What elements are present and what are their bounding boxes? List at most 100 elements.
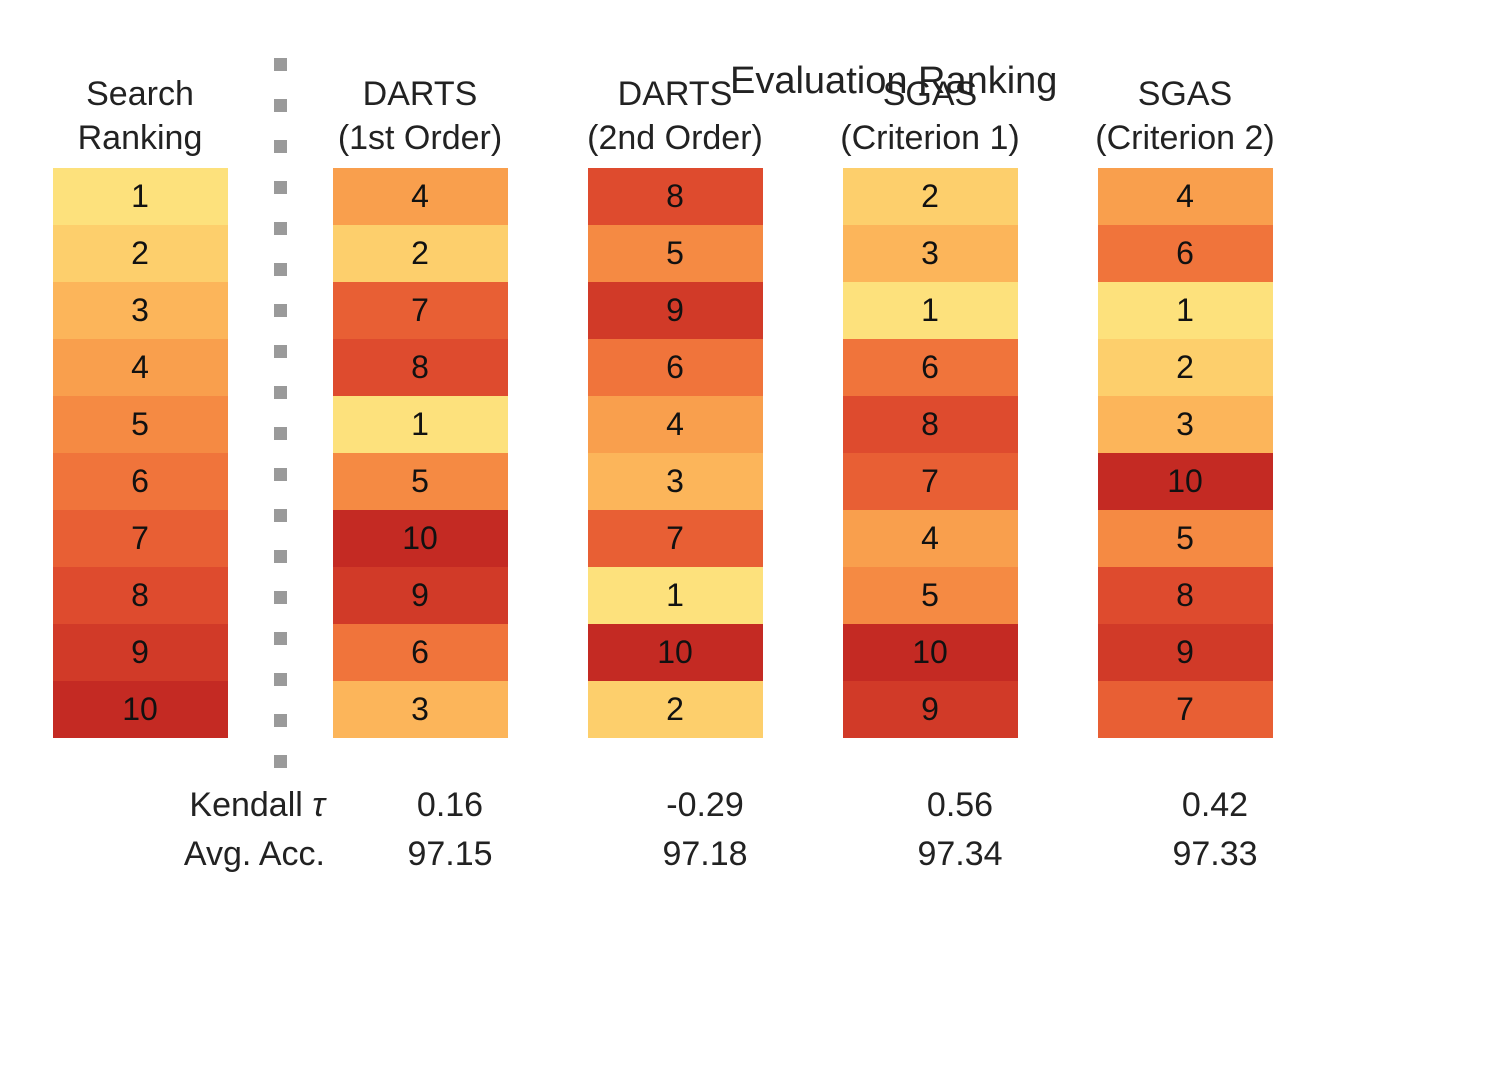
eval-rank-cell: 7 (333, 282, 508, 339)
eval-rank-cell: 1 (588, 567, 763, 624)
divider-dot (274, 140, 287, 153)
eval-rank-cell: 10 (843, 624, 1018, 681)
search-rank-cell: 4 (53, 339, 228, 396)
search-ranking-header: Search Ranking (78, 30, 203, 160)
eval-cells: 85964371102 (588, 168, 763, 738)
eval-rank-cell: 2 (843, 168, 1018, 225)
divider-dot (274, 222, 287, 235)
kendall-tau-value: 0.16 (335, 786, 565, 825)
eval-rank-cell: 5 (588, 225, 763, 282)
divider-dot (274, 181, 287, 194)
eval-rank-cell: 3 (588, 453, 763, 510)
eval-rank-cell: 7 (843, 453, 1018, 510)
eval-rank-cell: 5 (1098, 510, 1273, 567)
eval-header-line2: (2nd Order) (587, 116, 763, 160)
divider-dots (270, 30, 290, 768)
evaluation-columns-group: DARTS(1st Order)42781510963DARTS(2nd Ord… (320, 30, 1285, 738)
divider-dot (274, 509, 287, 522)
eval-rank-cell: 4 (843, 510, 1018, 567)
eval-rank-cell: 10 (333, 510, 508, 567)
eval-rank-cell: 4 (333, 168, 508, 225)
divider-dot (274, 58, 287, 71)
eval-header-line2: (Criterion 2) (1095, 116, 1274, 160)
search-ranking-column: Search Ranking 12345678910 (40, 30, 240, 738)
eval-rank-cell: 6 (843, 339, 1018, 396)
avg-acc-value: 97.15 (335, 835, 565, 874)
avg-acc-value: 97.18 (590, 835, 820, 874)
eval-column-header: SGAS(Criterion 2) (1095, 30, 1274, 160)
evaluation-ranking-title: Evaluation Ranking (730, 60, 1057, 103)
eval-header-line1: DARTS (618, 72, 733, 116)
search-rank-cell: 9 (53, 624, 228, 681)
search-rank-cell: 8 (53, 567, 228, 624)
eval-header-line2: (1st Order) (338, 116, 502, 160)
eval-rank-cell: 1 (843, 282, 1018, 339)
avg-acc-row: Avg. Acc. 97.15 97.18 97.34 97.33 (40, 835, 1462, 874)
kendall-label-text: Kendall (189, 786, 312, 824)
eval-rank-cell: 6 (588, 339, 763, 396)
search-rank-cell: 3 (53, 282, 228, 339)
eval-rank-cell: 2 (588, 681, 763, 738)
search-rank-cell: 2 (53, 225, 228, 282)
search-rank-cell: 5 (53, 396, 228, 453)
avg-acc-value: 97.33 (1100, 835, 1330, 874)
kendall-values: 0.16 -0.29 0.56 0.42 (335, 786, 1330, 825)
kendall-tau-row: Kendall τ 0.16 -0.29 0.56 0.42 (40, 786, 1462, 825)
eval-rank-cell: 7 (1098, 681, 1273, 738)
eval-column-3: SGAS(Criterion 2)46123105897 (1085, 30, 1285, 738)
search-rank-cell: 6 (53, 453, 228, 510)
eval-column-header: DARTS(1st Order) (338, 30, 502, 160)
divider-dot (274, 263, 287, 276)
eval-rank-cell: 8 (333, 339, 508, 396)
kendall-tau-value: 0.56 (845, 786, 1075, 825)
eval-rank-cell: 9 (333, 567, 508, 624)
eval-rank-cell: 6 (333, 624, 508, 681)
eval-rank-cell: 5 (843, 567, 1018, 624)
kendall-tau-value: -0.29 (590, 786, 820, 825)
search-ranking-header-line1: Search (86, 72, 194, 116)
eval-header-line1: DARTS (363, 72, 478, 116)
search-rank-cell: 7 (53, 510, 228, 567)
divider-dot (274, 550, 287, 563)
kendall-tau-symbol: τ (312, 786, 325, 824)
eval-rank-cell: 4 (1098, 168, 1273, 225)
eval-rank-cell: 3 (1098, 396, 1273, 453)
eval-rank-cell: 4 (588, 396, 763, 453)
eval-rank-cell: 9 (843, 681, 1018, 738)
divider-dot (274, 468, 287, 481)
eval-cells: 42781510963 (333, 168, 508, 738)
eval-column-1: DARTS(2nd Order) 85964371102 (575, 30, 775, 738)
eval-rank-cell: 8 (588, 168, 763, 225)
divider-dot (274, 673, 287, 686)
eval-rank-cell: 2 (1098, 339, 1273, 396)
search-ranking-header-line2: Ranking (78, 116, 203, 160)
eval-rank-cell: 2 (333, 225, 508, 282)
metrics-section: Kendall τ 0.16 -0.29 0.56 0.42 Avg. Acc. 97… (40, 786, 1462, 874)
kendall-tau-label: Kendall τ (40, 786, 335, 825)
eval-rank-cell: 10 (588, 624, 763, 681)
divider-dot (274, 755, 287, 768)
eval-rank-cell: 7 (588, 510, 763, 567)
divider-dot (274, 345, 287, 358)
eval-column-0: DARTS(1st Order)42781510963 (320, 30, 520, 738)
avg-acc-value: 97.34 (845, 835, 1075, 874)
ranking-chart: Search Ranking 12345678910 DARTS(1st Ord… (40, 30, 1462, 768)
divider-dot (274, 386, 287, 399)
eval-rank-cell: 9 (1098, 624, 1273, 681)
eval-cells: 46123105897 (1098, 168, 1273, 738)
divider-dot (274, 591, 287, 604)
eval-header-line1: SGAS (1138, 72, 1232, 116)
avg-acc-label: Avg. Acc. (40, 835, 335, 874)
eval-cells: 23168745109 (843, 168, 1018, 738)
eval-rank-cell: 5 (333, 453, 508, 510)
eval-rank-cell: 8 (1098, 567, 1273, 624)
eval-rank-cell: 1 (1098, 282, 1273, 339)
eval-rank-cell: 3 (843, 225, 1018, 282)
eval-rank-cell: 6 (1098, 225, 1273, 282)
divider-dot (274, 714, 287, 727)
search-ranking-cells: 12345678910 (53, 168, 228, 738)
divider-dot (274, 99, 287, 112)
eval-rank-cell: 10 (1098, 453, 1273, 510)
kendall-tau-value: 0.42 (1100, 786, 1330, 825)
eval-rank-cell: 8 (843, 396, 1018, 453)
